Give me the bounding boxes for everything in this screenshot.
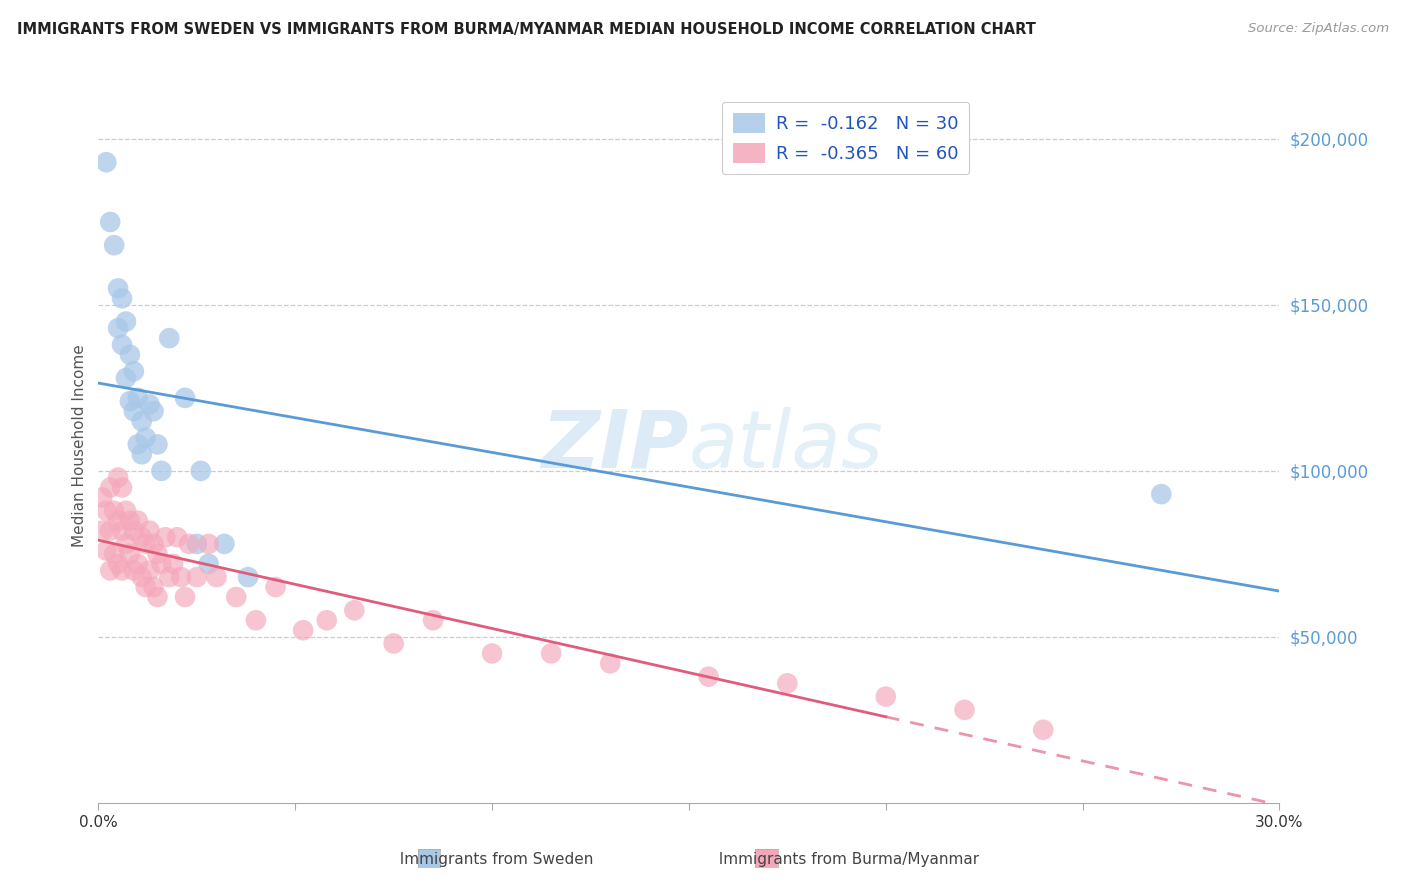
Point (264, 580, 287, 594)
Point (98, 481, 121, 495)
Point (122, 364, 145, 378)
Point (96, 504, 118, 518)
Point (111, 291, 134, 305)
Point (1150, 487, 1173, 501)
Text: IMMIGRANTS FROM SWEDEN VS IMMIGRANTS FROM BURMA/MYANMAR MEDIAN HOUSEHOLD INCOME : IMMIGRANTS FROM SWEDEN VS IMMIGRANTS FRO… (17, 22, 1036, 37)
Point (135, 537, 157, 551)
Point (111, 338, 134, 352)
Point (111, 564, 134, 578)
Text: Source: ZipAtlas.com: Source: ZipAtlas.com (1249, 22, 1389, 36)
Point (122, 404, 145, 418)
Point (127, 514, 149, 528)
Point (186, 537, 208, 551)
Point (776, 676, 799, 690)
Point (107, 281, 129, 295)
Point (131, 570, 153, 584)
Point (875, 690, 897, 704)
Point (115, 537, 138, 551)
Text: Immigrants from Burma/Myanmar: Immigrants from Burma/Myanmar (709, 852, 979, 867)
Point (245, 613, 267, 627)
Point (146, 437, 169, 451)
Point (107, 321, 129, 335)
Point (697, 670, 720, 684)
Point (953, 703, 976, 717)
Point (103, 504, 125, 518)
Point (115, 314, 138, 328)
Point (138, 397, 160, 411)
Point (135, 580, 157, 594)
Point (382, 636, 405, 650)
Text: atlas: atlas (689, 407, 884, 485)
Point (122, 524, 145, 538)
Point (197, 537, 219, 551)
Point (292, 624, 315, 638)
Point (205, 570, 228, 584)
Point (127, 437, 149, 451)
Point (91, 491, 114, 505)
Point (115, 371, 138, 385)
Point (103, 238, 125, 252)
Point (157, 331, 180, 345)
Point (131, 530, 153, 544)
Point (157, 570, 180, 584)
Point (236, 570, 259, 584)
Point (155, 530, 177, 544)
Point (343, 603, 366, 617)
Point (146, 547, 169, 561)
Point (146, 590, 169, 604)
Point (107, 514, 129, 528)
Point (118, 394, 141, 409)
Point (107, 470, 129, 484)
Point (422, 613, 444, 627)
Point (111, 481, 134, 495)
Point (599, 657, 621, 671)
Point (98, 215, 121, 229)
Point (197, 557, 219, 571)
Point (166, 530, 188, 544)
Point (162, 557, 184, 571)
Point (186, 570, 208, 584)
Point (115, 504, 138, 518)
Point (118, 348, 141, 362)
Point (91, 524, 114, 538)
Point (1032, 723, 1054, 737)
Point (315, 613, 337, 627)
Point (150, 557, 173, 571)
Point (190, 464, 212, 478)
Point (174, 391, 197, 405)
Text: ZIP: ZIP (541, 407, 689, 485)
Point (142, 580, 165, 594)
Point (127, 391, 149, 405)
Point (174, 590, 197, 604)
Point (122, 564, 145, 578)
Text: Immigrants from Sweden: Immigrants from Sweden (391, 852, 593, 867)
Point (138, 524, 160, 538)
Point (170, 570, 193, 584)
Point (150, 464, 173, 478)
Point (118, 514, 141, 528)
Point (107, 557, 129, 571)
Point (138, 564, 160, 578)
Point (131, 447, 153, 461)
Y-axis label: Median Household Income: Median Household Income (72, 344, 87, 548)
Point (127, 557, 149, 571)
Point (131, 414, 153, 428)
Point (142, 404, 165, 418)
Point (225, 590, 247, 604)
Point (96, 543, 118, 558)
Point (177, 537, 200, 551)
Point (142, 537, 165, 551)
Point (214, 537, 236, 551)
Legend: R =  -0.162   N = 30, R =  -0.365   N = 60: R = -0.162 N = 30, R = -0.365 N = 60 (721, 102, 969, 174)
Point (98, 524, 121, 538)
Point (135, 431, 157, 445)
Point (98, 564, 121, 578)
Point (540, 647, 562, 661)
Point (96, 155, 118, 169)
Point (118, 547, 141, 561)
Point (481, 647, 503, 661)
Point (111, 524, 134, 538)
Point (103, 547, 125, 561)
